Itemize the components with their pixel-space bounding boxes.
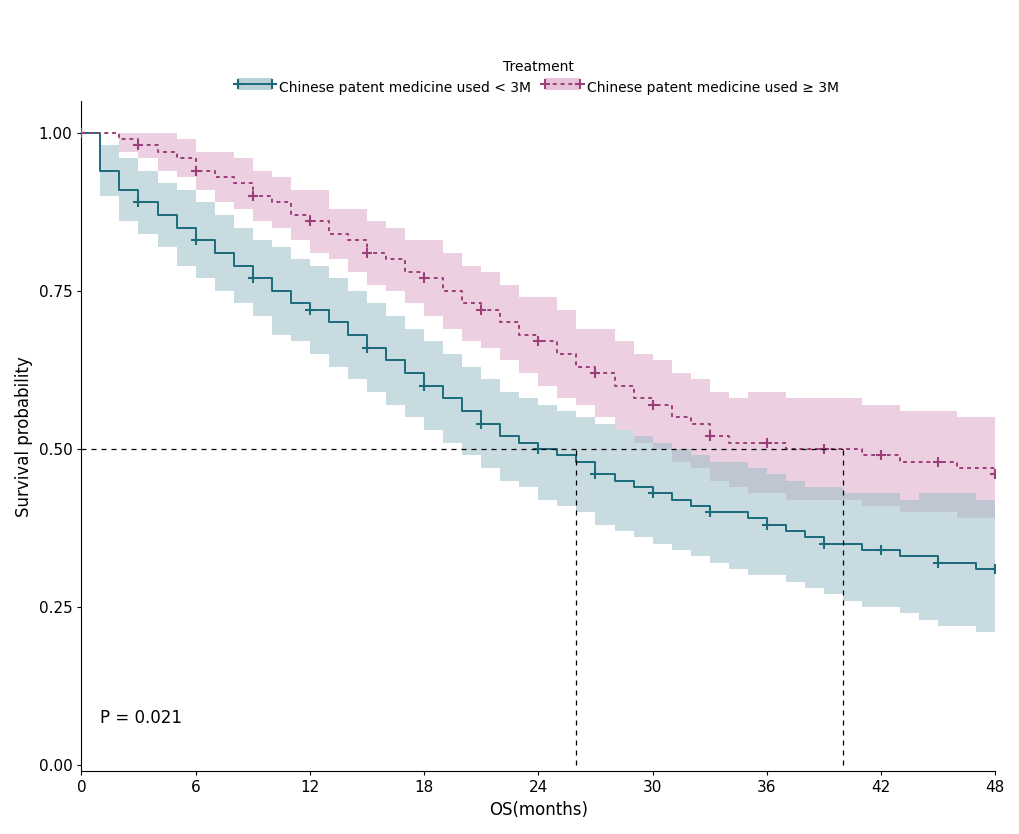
X-axis label: OS(months): OS(months) (488, 801, 587, 819)
Legend: Chinese patent medicine used < 3M, Chinese patent medicine used ≥ 3M: Chinese patent medicine used < 3M, Chine… (232, 54, 844, 101)
Y-axis label: Survival probability: Survival probability (15, 356, 33, 516)
Text: P = 0.021: P = 0.021 (100, 709, 182, 727)
